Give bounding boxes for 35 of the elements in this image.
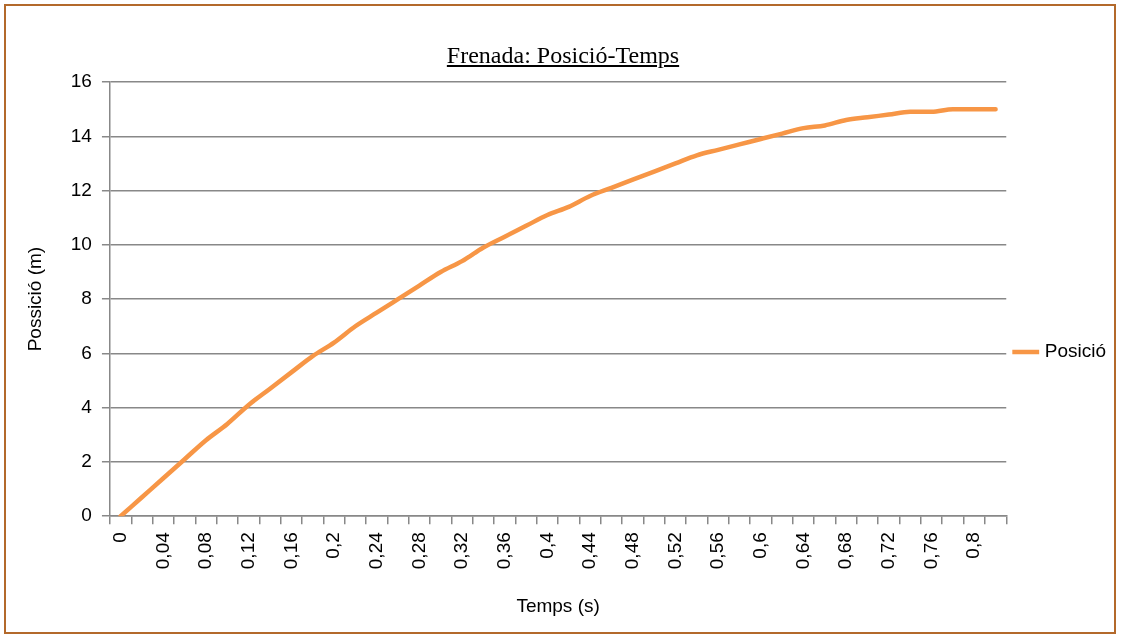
x-tick-label: 0,36: [492, 532, 514, 570]
x-axis-title: Temps (s): [516, 594, 600, 616]
legend-label: Posició: [1044, 340, 1106, 362]
x-tick-label: 0,48: [621, 532, 643, 570]
x-tick-label: 0,8: [962, 532, 984, 559]
x-tick-label: 0: [108, 532, 130, 543]
x-tick-label: 0,76: [919, 532, 941, 570]
x-tick-label: 0,16: [279, 532, 301, 570]
y-tick-label: 16: [70, 70, 92, 92]
y-tick-label: 0: [81, 504, 92, 526]
x-tick-label: 0,6: [749, 532, 771, 559]
x-tick-label: 0,08: [194, 532, 216, 570]
x-tick-label: 0,4: [535, 531, 557, 559]
y-tick-label: 2: [81, 450, 92, 472]
y-tick-label: 4: [81, 395, 93, 417]
x-tick-label: 0,32: [450, 532, 472, 570]
x-tick-label: 0,24: [364, 531, 386, 570]
x-tick-label: 0,28: [407, 532, 429, 570]
y-tick-label: 8: [81, 287, 92, 309]
y-tick-label: 6: [81, 341, 92, 363]
y-axis-title: Possició (m): [23, 246, 45, 352]
chart-title: Frenada: Posició-Temps: [445, 42, 681, 69]
x-tick-label: 0,72: [877, 532, 899, 570]
line-series: [118, 106, 998, 517]
x-tick-label: 0,64: [791, 531, 813, 570]
y-tick-label: 10: [70, 233, 92, 255]
x-tick-label: 0,04: [151, 531, 173, 570]
y-tick-label: 12: [70, 178, 92, 200]
x-tick-label: 0,56: [706, 532, 728, 570]
x-tick-label: 0,12: [236, 532, 258, 570]
y-tick-label: 14: [70, 124, 93, 146]
x-tick-label: 0,52: [663, 532, 685, 570]
x-tick-label: 0,68: [834, 532, 856, 570]
x-tick-label: 0,2: [322, 532, 344, 559]
x-tick-label: 0,44: [578, 531, 600, 570]
